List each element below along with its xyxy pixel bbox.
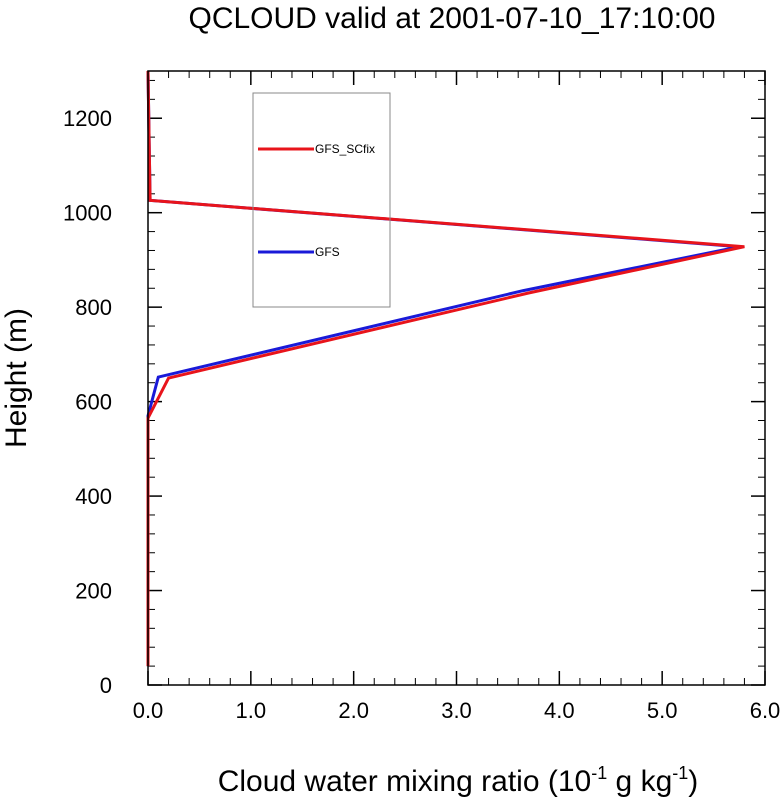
x-tick-labels: 0.0 1.0 2.0 3.0 4.0 5.0 6.0	[133, 698, 781, 723]
x-tick-label: 2.0	[338, 698, 369, 723]
legend-label-gfs-scfix: GFS_SCfix	[315, 142, 375, 156]
series-line-gfs-scfix	[146, 70, 745, 667]
y-tick-label: 400	[75, 484, 112, 509]
x-tick-label: 5.0	[647, 698, 678, 723]
y-tick-label: 200	[75, 579, 112, 604]
chart-title: QCLOUD valid at 2001-07-10_17:10:00	[189, 2, 716, 35]
x-tick-label: 3.0	[441, 698, 472, 723]
x-tick-label: 1.0	[236, 698, 267, 723]
plot-frame	[147, 70, 766, 686]
series-layer	[146, 70, 745, 667]
legend-label-gfs: GFS	[315, 245, 340, 259]
major-ticks	[147, 71, 766, 686]
y-tick-label: 1200	[63, 106, 112, 131]
x-tick-label: 0.0	[133, 698, 164, 723]
y-tick-label: 600	[75, 390, 112, 415]
x-axis-label: Cloud water mixing ratio (10-1 g kg-1)	[218, 763, 699, 798]
series-line-gfs	[146, 70, 740, 667]
y-axis-label: Height (m)	[0, 308, 33, 448]
x-tick-label: 6.0	[750, 698, 781, 723]
y-tick-label: 1000	[63, 201, 112, 226]
minor-ticks	[148, 71, 765, 685]
x-tick-label: 4.0	[544, 698, 575, 723]
y-tick-label: 800	[75, 295, 112, 320]
y-tick-labels: 0 200 400 600 800 1000 1200	[63, 106, 112, 698]
y-tick-label: 0	[100, 673, 112, 698]
legend: GFS_SCfix GFS	[252, 92, 391, 308]
legend-box	[252, 92, 391, 308]
